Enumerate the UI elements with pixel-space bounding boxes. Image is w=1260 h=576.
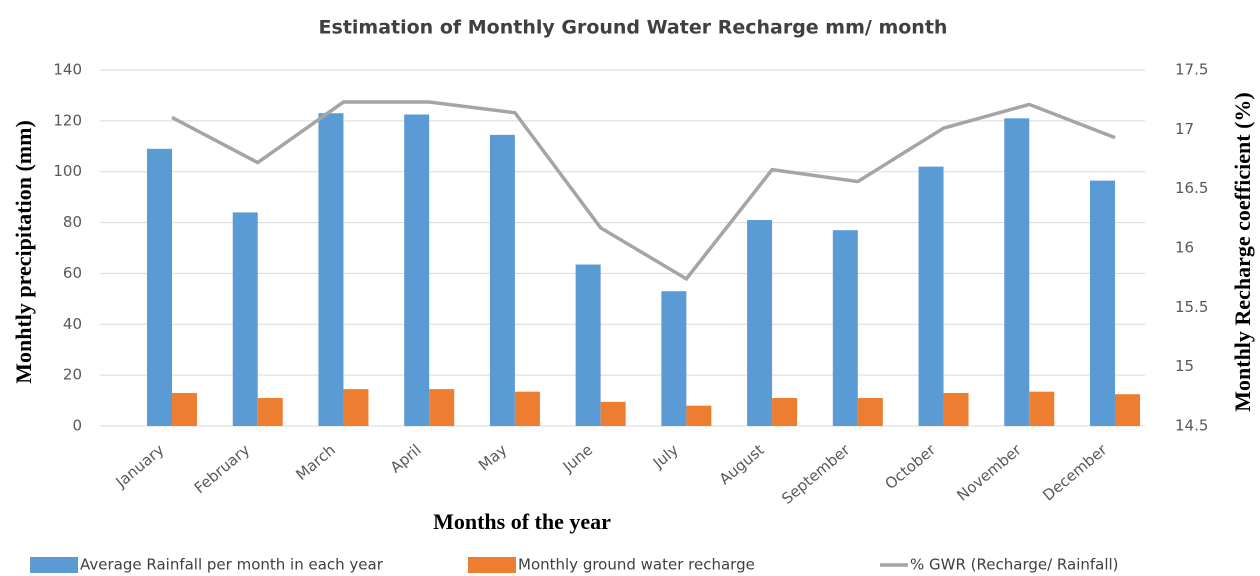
y-tick-label: 0	[72, 417, 82, 435]
legend-label: % GWR (Recharge/ Rainfall)	[910, 556, 1119, 574]
y2-tick-label: 17	[1175, 120, 1194, 138]
y2-tick-label: 14.5	[1175, 417, 1208, 435]
chart-title: Estimation of Monthly Ground Water Recha…	[319, 17, 948, 39]
x-tick-label: May	[475, 441, 510, 475]
x-tick-label: January	[112, 441, 168, 492]
y-tick-label: 60	[63, 264, 82, 282]
x-tick-label: March	[292, 441, 339, 484]
y-axis-title: Monhtly precipitation (mm)	[11, 120, 36, 384]
x-tick-label: October	[881, 440, 939, 493]
x-tick-label: February	[191, 441, 254, 498]
bar	[575, 264, 601, 426]
y-tick-label: 40	[63, 315, 82, 333]
bar	[1029, 391, 1055, 426]
bar	[147, 148, 172, 427]
y2-axis-title: Monthly Recharge coefficient (%)	[1230, 92, 1255, 412]
x-tick-label: November	[953, 440, 1025, 504]
bar	[514, 391, 540, 426]
bar	[943, 392, 969, 426]
bar	[918, 166, 944, 426]
x-tick-label: June	[559, 441, 596, 476]
bar	[489, 134, 515, 427]
bar	[600, 401, 626, 426]
bar	[429, 389, 455, 426]
y2-tick-label: 15	[1175, 357, 1194, 375]
x-tick-label: July	[649, 441, 682, 473]
legend-label: Monthly ground water recharge	[518, 556, 755, 574]
y-tick-label: 140	[53, 61, 82, 79]
y-tick-label: 20	[63, 366, 82, 384]
bar	[1090, 180, 1115, 426]
bar	[172, 392, 197, 426]
line	[171, 100, 1116, 282]
bar	[857, 398, 883, 426]
legend-swatch	[30, 557, 78, 573]
bar	[257, 398, 283, 426]
y-tick-label: 80	[63, 213, 82, 231]
bar	[772, 398, 798, 426]
y-tick-label: 120	[53, 111, 82, 129]
x-tick-label: December	[1039, 440, 1111, 504]
bar	[747, 220, 773, 426]
x-axis-title: Months of the year	[433, 509, 611, 534]
legend-label: Average Rainfall per month in each year	[80, 556, 384, 574]
bar	[318, 113, 344, 426]
y2-tick-label: 15.5	[1175, 298, 1208, 316]
y2-tick-label: 17.5	[1175, 61, 1208, 79]
legend-swatch	[468, 557, 516, 573]
bar	[343, 389, 369, 426]
bar	[661, 291, 687, 426]
bar	[404, 114, 430, 426]
y2-tick-label: 16	[1175, 239, 1194, 257]
bar	[232, 212, 258, 426]
x-tick-label: September	[778, 440, 854, 508]
bar	[832, 230, 858, 426]
bar	[1004, 118, 1030, 427]
x-tick-label: August	[716, 441, 768, 489]
y-tick-label: 100	[53, 162, 82, 180]
bar	[686, 405, 712, 426]
x-tick-label: April	[387, 441, 425, 477]
y2-tick-label: 16.5	[1175, 179, 1208, 197]
bar	[1115, 394, 1140, 426]
